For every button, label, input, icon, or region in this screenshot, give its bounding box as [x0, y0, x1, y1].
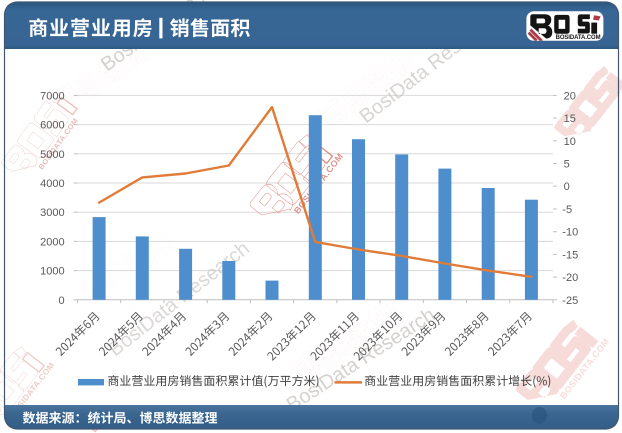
svg-text:-25: -25: [562, 295, 578, 307]
svg-text:0: 0: [564, 181, 570, 193]
svg-text:-5: -5: [562, 204, 572, 216]
svg-text:-10: -10: [562, 227, 578, 239]
svg-text:7000: 7000: [40, 90, 64, 102]
svg-text:15: 15: [564, 113, 576, 125]
svg-text:4000: 4000: [40, 178, 64, 190]
svg-text:-15: -15: [562, 249, 578, 261]
svg-text:1000: 1000: [40, 266, 64, 278]
svg-text:5: 5: [564, 159, 570, 171]
svg-text:10: 10: [564, 136, 576, 148]
svg-text:2000: 2000: [40, 236, 64, 248]
svg-text:5000: 5000: [40, 149, 64, 161]
svg-text:BOSIDATA.COM: BOSIDATA.COM: [556, 35, 601, 41]
svg-text:0: 0: [58, 295, 64, 307]
svg-text:-20: -20: [562, 272, 578, 284]
svg-text:6000: 6000: [40, 120, 64, 132]
svg-text:3000: 3000: [40, 207, 64, 219]
svg-text:20: 20: [564, 90, 576, 102]
